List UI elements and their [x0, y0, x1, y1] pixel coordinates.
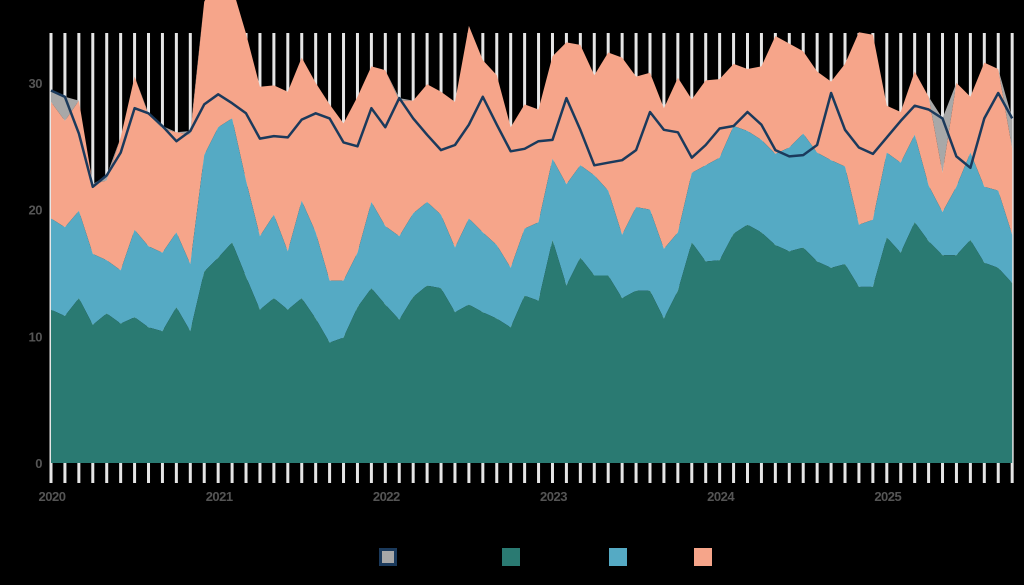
teal-area — [51, 222, 1013, 463]
y-tick-label: 0 — [35, 456, 42, 471]
legend-swatch-teal[interactable] — [502, 548, 520, 566]
salmon-area — [51, 0, 1013, 281]
x-tick-label: 2021 — [206, 489, 233, 504]
x-tick-label: 2023 — [540, 489, 567, 504]
legend-swatch-salmon[interactable] — [694, 548, 712, 566]
y-tick-label: 20 — [29, 203, 43, 218]
total-line-path — [50, 89, 1014, 189]
x-tick-label: 2024 — [707, 489, 735, 504]
blue-area — [51, 118, 1013, 343]
x-tick-label: 2020 — [39, 489, 66, 504]
plot-areas — [51, 0, 1013, 463]
legend-swatch-blue[interactable] — [609, 548, 627, 566]
legend — [0, 543, 1024, 573]
y-tick-label: 10 — [29, 329, 43, 344]
y-tick-label: 30 — [29, 76, 43, 91]
x-axis: 2020 2021 2022 2023 2024 2025 — [39, 489, 902, 504]
legend-swatch-difference[interactable] — [379, 548, 397, 566]
x-tick-label: 2025 — [874, 489, 901, 504]
y-axis: 0 10 20 30 — [29, 76, 43, 471]
x-tick-label: 2022 — [373, 489, 400, 504]
total-line — [50, 89, 1014, 189]
